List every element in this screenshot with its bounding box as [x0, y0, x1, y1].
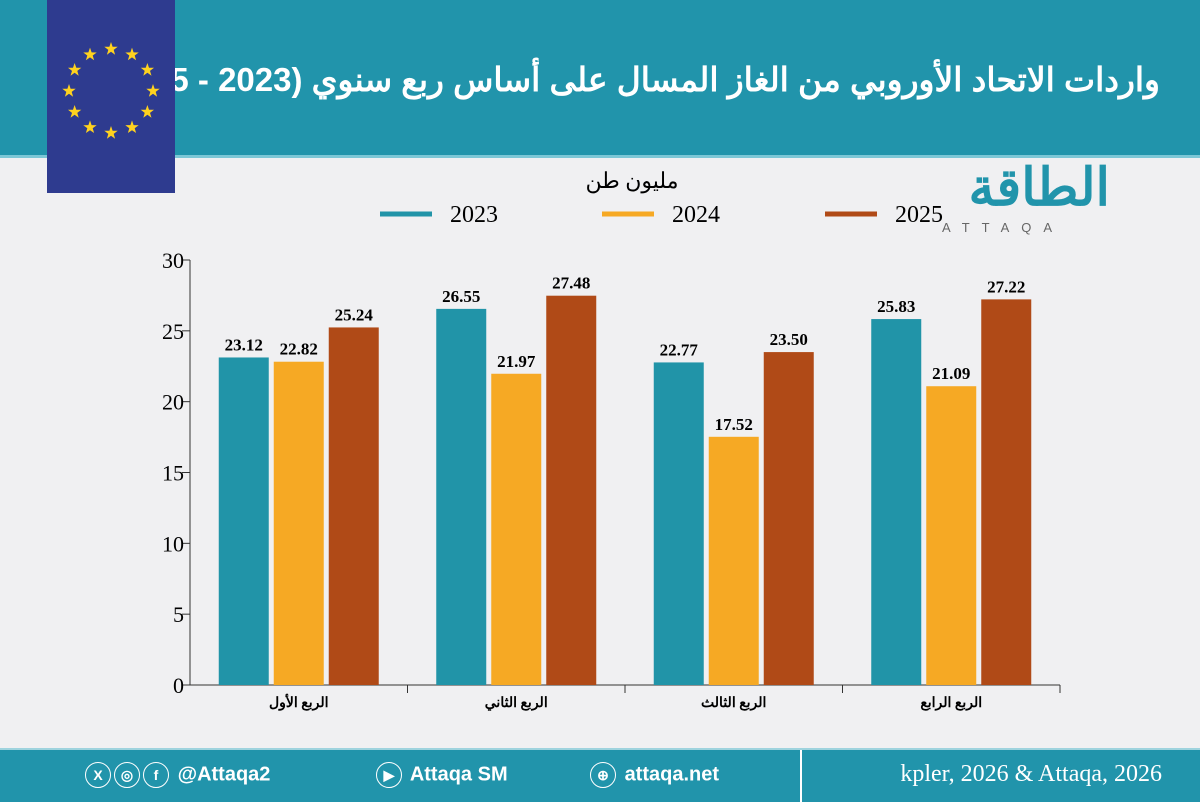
legend-label: 2023	[450, 202, 498, 228]
star-icon	[68, 105, 82, 118]
bar-2023	[653, 362, 704, 685]
source-text: kpler, 2026 & Attaqa, 2026	[900, 761, 1162, 787]
legend-label: 2024	[672, 202, 720, 228]
bar-2025	[546, 295, 597, 685]
star-icon	[140, 63, 154, 76]
bar-2023	[218, 357, 269, 685]
data-label: 23.50	[770, 330, 808, 349]
data-label: 27.22	[987, 277, 1025, 296]
y-tick-label: 10	[162, 531, 184, 556]
social-links: X ◎ f @Attaqa2	[85, 762, 270, 788]
facebook-icon[interactable]: f	[143, 762, 169, 788]
star-icon	[83, 47, 97, 61]
star-icon	[62, 84, 76, 97]
star-icon	[140, 105, 154, 118]
data-label: 27.48	[552, 274, 590, 293]
data-label: 21.09	[932, 364, 970, 383]
y-tick-label: 30	[162, 248, 184, 273]
data-label: 22.82	[280, 340, 318, 359]
bar-2025	[328, 327, 379, 685]
logo-latin: ATTAQA	[942, 220, 1065, 235]
attaqa-logo: الطاقة ATTAQA	[930, 160, 1150, 240]
y-tick-label: 25	[162, 319, 184, 344]
y-tick-label: 5	[173, 602, 184, 627]
data-label: 26.55	[442, 287, 480, 306]
star-icon	[125, 120, 139, 133]
bar-2024	[708, 436, 759, 685]
data-label: 25.24	[335, 305, 374, 324]
x-icon[interactable]: X	[85, 762, 111, 788]
bar-2023	[871, 319, 922, 685]
x-tick-label: الربع الرابع	[920, 696, 982, 711]
header-banner: واردات الاتحاد الأوروبي من الغاز المسال …	[0, 0, 1200, 158]
y-axis-unit: مليون طن	[586, 168, 679, 194]
instagram-icon[interactable]: ◎	[114, 762, 140, 788]
data-label: 22.77	[660, 340, 699, 359]
bar-2024	[273, 361, 324, 685]
youtube-label: Attaqa SM	[409, 763, 508, 786]
bar-2025	[763, 352, 814, 685]
star-icon	[104, 126, 118, 139]
data-label: 25.83	[877, 297, 915, 316]
y-tick-label: 20	[162, 390, 184, 415]
legend-item-2023: 2023	[380, 202, 498, 228]
website-link[interactable]: ⊕ attaqa.net	[590, 762, 719, 788]
youtube-link[interactable]: ▶ Attaqa SM	[376, 762, 508, 788]
star-icon	[83, 120, 97, 133]
x-tick-label: الربع الثالث	[701, 696, 766, 711]
website-label: attaqa.net	[624, 763, 720, 786]
footer: X ◎ f @Attaqa2 ▶ Attaqa SM ⊕ attaqa.net kp…	[0, 748, 1200, 802]
y-tick-label: 0	[173, 673, 184, 698]
bar-2024	[491, 373, 542, 685]
data-label: 21.97	[497, 352, 536, 371]
social-handle[interactable]: @Attaqa2	[177, 763, 271, 786]
bar-2023	[436, 308, 487, 685]
globe-icon: ⊕	[590, 762, 616, 788]
legend-item-2024: 2024	[602, 202, 720, 228]
data-label: 17.52	[715, 415, 753, 434]
y-tick-label: 15	[162, 461, 184, 486]
footer-divider	[800, 750, 802, 802]
bar-2024	[926, 386, 977, 685]
star-icon	[104, 42, 118, 55]
star-icon	[146, 84, 160, 97]
eu-flag	[47, 0, 175, 193]
x-tick-label: الربع الثاني	[485, 696, 548, 711]
x-tick-label: الربع الأول	[269, 693, 329, 711]
logo-arabic: الطاقة	[968, 159, 1110, 217]
legend-label: 2025	[895, 202, 943, 228]
data-label: 23.12	[225, 335, 263, 354]
bar-2025	[981, 299, 1032, 685]
legend-item-2025: 2025	[825, 202, 943, 228]
star-icon	[125, 47, 139, 61]
youtube-icon: ▶	[376, 762, 402, 788]
star-icon	[68, 63, 82, 76]
